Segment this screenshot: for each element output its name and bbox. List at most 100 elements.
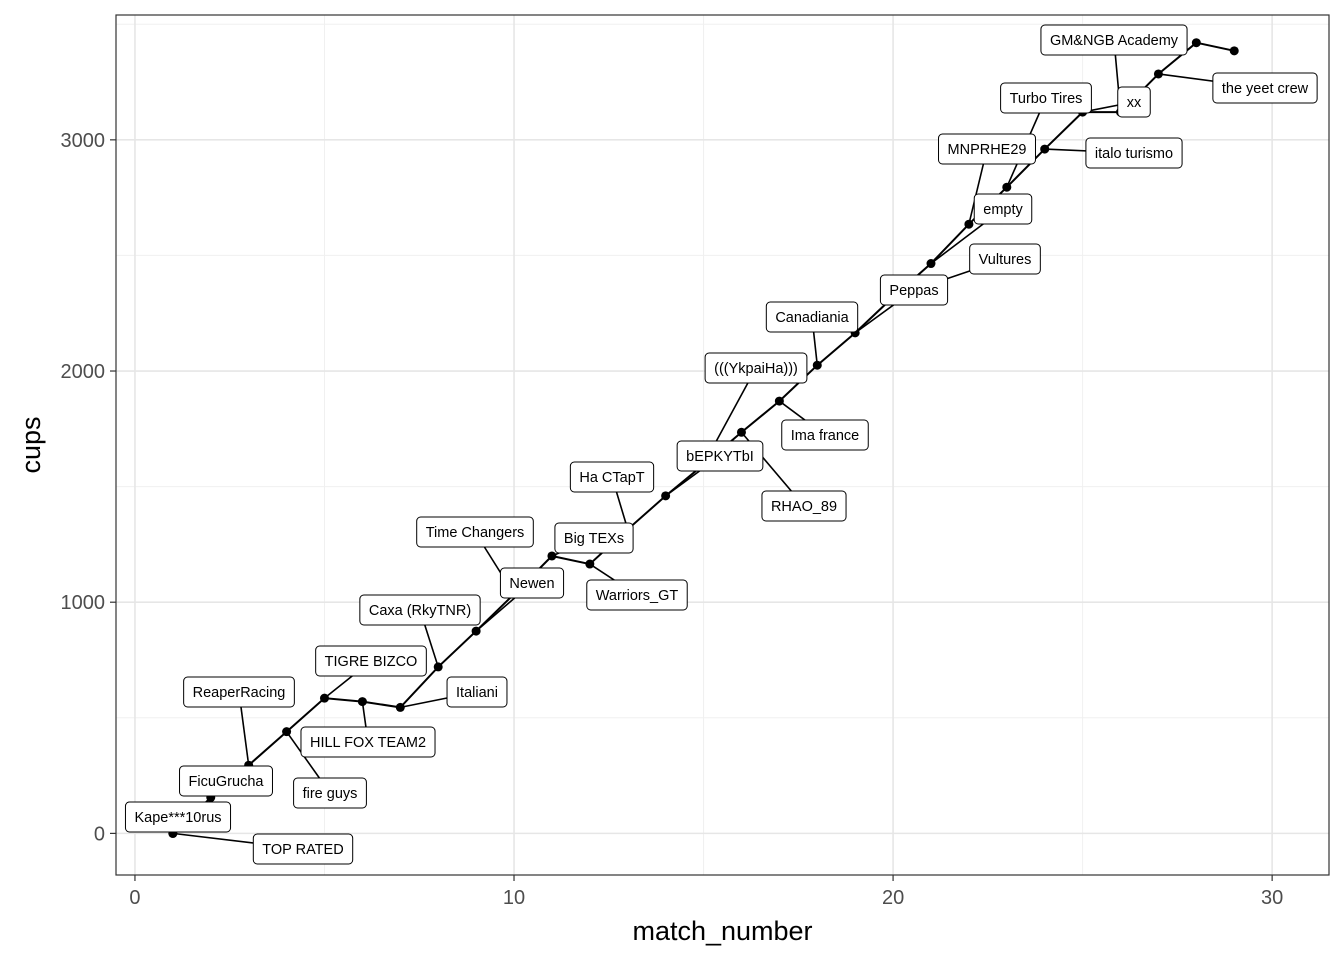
point-label-box <box>973 193 1033 225</box>
point-label-text: empty <box>983 202 1023 218</box>
point-label-text: the yeet crew <box>1222 81 1309 97</box>
x-axis-title: match_number <box>632 916 812 946</box>
point-label-text: Warriors_GT <box>596 588 679 604</box>
point-label-text: TIGRE BIZCO <box>325 654 418 670</box>
point-label-box <box>1000 82 1092 114</box>
point-label-box <box>499 567 565 599</box>
x-tick-label: 30 <box>1261 887 1283 909</box>
point-label-text: Canadiania <box>775 310 849 326</box>
point-label: TOP RATED <box>252 833 354 865</box>
point-label-text: Kape***10rus <box>134 810 221 826</box>
point-label-box <box>293 777 367 809</box>
point-label-box <box>1212 72 1318 104</box>
point-label-text: Time Changers <box>426 525 525 541</box>
data-point <box>547 551 557 561</box>
point-label: Time Changers <box>416 516 534 548</box>
point-label-text: ReaperRacing <box>193 685 286 701</box>
point-label-box <box>704 352 808 384</box>
point-label: ReaperRacing <box>183 676 295 708</box>
point-label-text: Vultures <box>979 252 1032 268</box>
point-label-text: Turbo Tires <box>1010 91 1083 107</box>
y-tick-label: 3000 <box>61 130 106 152</box>
point-label-box <box>359 594 481 626</box>
data-point <box>1040 144 1050 154</box>
point-label: Turbo Tires <box>1000 82 1092 114</box>
point-label-box <box>765 301 859 333</box>
point-label: HILL FOX TEAM2 <box>300 726 436 758</box>
point-label: Big TEXs <box>554 522 634 554</box>
data-point <box>319 693 329 703</box>
point-label-text: fire guys <box>303 786 358 802</box>
y-tick-label: 1000 <box>61 592 106 614</box>
point-label: bEPKYTbI <box>676 440 764 472</box>
point-label-box <box>179 765 273 797</box>
point-label-box <box>761 490 847 522</box>
point-label-box <box>416 516 534 548</box>
point-label-box <box>183 676 295 708</box>
point-label-text: MNPRHE29 <box>948 142 1027 158</box>
point-label-text: FicuGrucha <box>189 774 265 790</box>
point-label: fire guys <box>293 777 367 809</box>
point-label: (((YkpaiHa))) <box>704 352 808 384</box>
point-label: Canadiania <box>765 301 859 333</box>
data-point <box>812 360 822 370</box>
point-label-text: xx <box>1127 95 1142 111</box>
point-label: Newen <box>499 567 565 599</box>
point-label: Peppas <box>879 274 949 306</box>
point-label-text: Peppas <box>889 283 938 299</box>
point-label: Ima france <box>781 419 869 451</box>
point-label-box <box>1117 86 1151 118</box>
point-label-box <box>938 133 1036 165</box>
y-axis: 0 1000 2000 3000 <box>61 130 116 845</box>
point-label-text: HILL FOX TEAM2 <box>310 735 426 751</box>
point-label-box <box>315 645 427 677</box>
point-label: empty <box>973 193 1033 225</box>
panel-border <box>115 14 1330 876</box>
point-label-text: italo turismo <box>1095 146 1173 162</box>
y-tick-label: 0 <box>94 823 105 845</box>
data-point <box>736 427 746 437</box>
point-label-text: Ima france <box>791 428 860 444</box>
point-label: the yeet crew <box>1212 72 1318 104</box>
x-tick-label: 10 <box>503 887 525 909</box>
point-label: Italiani <box>446 676 508 708</box>
data-point <box>1153 69 1163 79</box>
point-label-box <box>252 833 354 865</box>
data-point <box>1229 46 1239 56</box>
point-label-box <box>969 243 1041 275</box>
point-label-box <box>781 419 869 451</box>
point-label-box <box>300 726 436 758</box>
point-label: MNPRHE29 <box>938 133 1036 165</box>
data-point <box>661 491 671 501</box>
point-label: Ha CTapT <box>569 461 655 493</box>
point-label-text: bEPKYTbI <box>686 449 754 465</box>
point-label: Warriors_GT <box>586 579 688 611</box>
point-label-text: TOP RATED <box>262 842 343 858</box>
point-label-box <box>1040 24 1188 56</box>
point-label: FicuGrucha <box>179 765 273 797</box>
y-tick-label: 2000 <box>61 361 106 383</box>
data-point <box>926 259 936 269</box>
point-label: GM&NGB Academy <box>1040 24 1188 56</box>
data-point <box>774 396 784 406</box>
point-label-box <box>569 461 655 493</box>
point-label: RHAO_89 <box>761 490 847 522</box>
data-point <box>357 697 367 707</box>
point-label-text: Ha CTapT <box>579 470 644 486</box>
point-label-box <box>1085 137 1183 169</box>
data-point <box>433 662 443 672</box>
point-label-text: Italiani <box>456 685 498 701</box>
point-label-box <box>586 579 688 611</box>
data-point <box>395 702 405 712</box>
point-label-text: GM&NGB Academy <box>1050 33 1179 49</box>
y-axis-title: cups <box>16 416 46 473</box>
data-point <box>282 727 292 737</box>
x-tick-label: 0 <box>129 887 140 909</box>
point-label-box <box>676 440 764 472</box>
point-label-text: Caxa (RkyTNR) <box>369 603 471 619</box>
data-point <box>964 219 974 229</box>
point-label: italo turismo <box>1085 137 1183 169</box>
point-label: Kape***10rus <box>124 801 232 833</box>
point-label: TIGRE BIZCO <box>315 645 427 677</box>
x-tick-label: 20 <box>882 887 904 909</box>
